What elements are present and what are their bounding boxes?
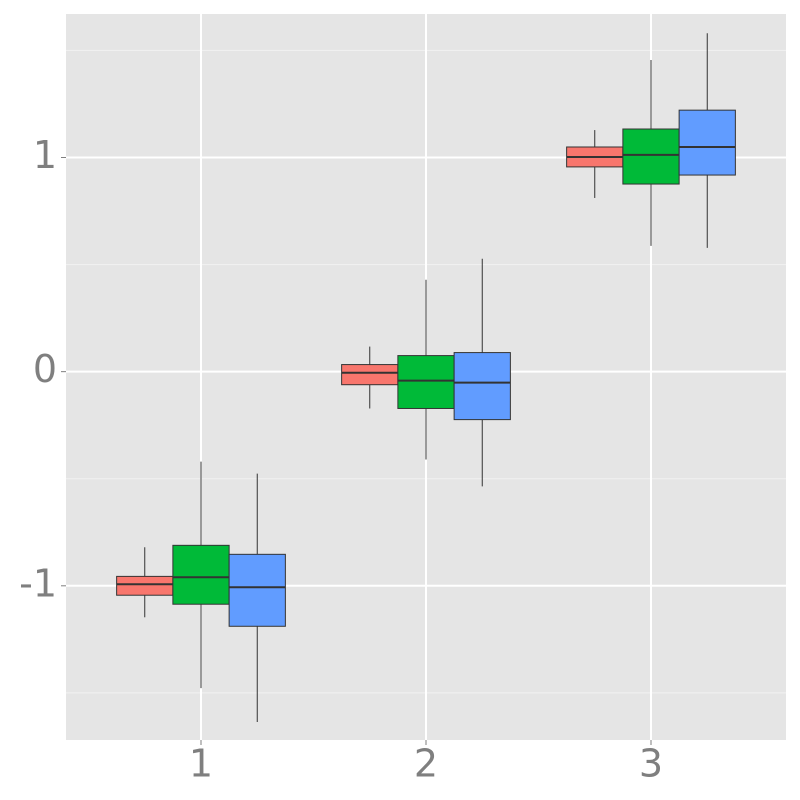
box	[341, 364, 399, 386]
box	[228, 553, 286, 627]
box	[622, 128, 680, 185]
box	[172, 544, 230, 605]
box	[453, 352, 511, 421]
x-tick-label: 1	[189, 742, 213, 786]
y-tick-label: 0	[33, 347, 57, 391]
y-tick-label: 1	[33, 133, 57, 177]
x-tick-label: 3	[639, 742, 663, 786]
box	[116, 575, 174, 596]
x-tick-label: 2	[414, 742, 438, 786]
box	[397, 355, 455, 409]
y-tick-label: -1	[19, 561, 57, 605]
box	[678, 109, 736, 176]
